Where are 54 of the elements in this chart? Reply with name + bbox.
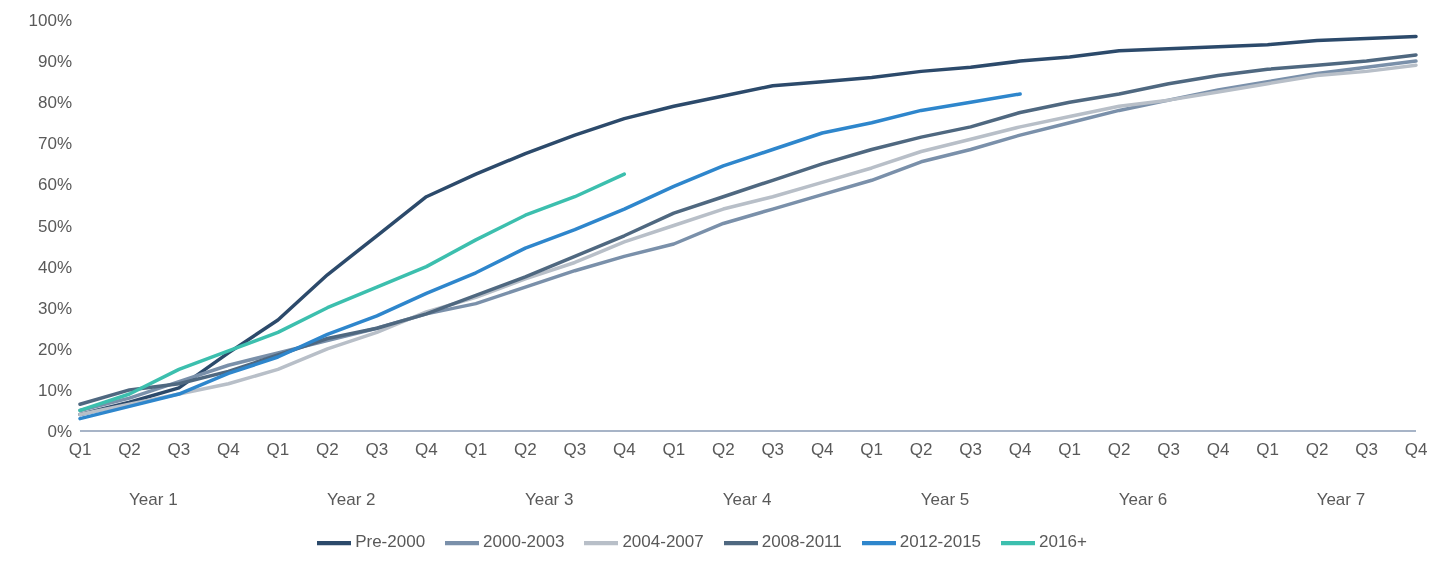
x-tick-label: Q4: [1404, 440, 1428, 459]
y-tick-label: 30%: [37, 298, 72, 318]
x-tick-label: Q3: [563, 440, 587, 459]
y-tick-label: 20%: [37, 339, 72, 359]
x-tick-label: Q2: [1107, 440, 1131, 459]
y-tick-label: 0%: [47, 422, 72, 442]
x-tick-label: Q2: [1305, 440, 1329, 459]
x-tick-label: Q3: [365, 440, 389, 459]
x-tick-label: Q3: [1157, 440, 1180, 459]
x-tick-label: Q1: [1256, 440, 1279, 459]
x-tick-label: Q2: [909, 440, 933, 459]
x-tick-label: Q4: [810, 440, 834, 459]
legend-label: 2000-2003: [483, 532, 565, 552]
text: Year 4: [722, 490, 772, 509]
y-tick-label: 60%: [37, 175, 72, 195]
legend-label: 2016+: [1039, 532, 1087, 552]
text: Year 5: [920, 490, 970, 509]
x-tick-label: Q4: [612, 440, 636, 459]
x-tick-label: Q4: [415, 440, 438, 459]
legend-label: 2004-2007: [622, 532, 704, 552]
y-tick-label: 80%: [37, 93, 72, 113]
x-tick-label: Q3: [1355, 440, 1378, 459]
x-tick-label: Q4: [217, 440, 240, 459]
legend-label: Pre-2000: [355, 532, 426, 552]
x-tick-label: Q4: [1008, 440, 1032, 459]
y-tick-label: 70%: [37, 134, 72, 154]
legend-label: 2008-2011: [761, 532, 842, 552]
y-tick-label: 100%: [28, 11, 72, 31]
x-tick-label: Q2: [316, 440, 339, 459]
x-tick-label: Q1: [464, 440, 488, 459]
y-tick-label: 10%: [37, 380, 72, 400]
line-series: [78, 92, 1022, 421]
x-tick-label: Q4: [1206, 440, 1230, 459]
text: Year 3: [524, 490, 574, 509]
y-tick-label: 40%: [37, 257, 72, 277]
legend-label: 2012-2015: [899, 532, 982, 552]
x-tick-label: Q1: [266, 440, 290, 459]
text: Year 7: [1316, 490, 1366, 509]
y-tick-label: 90%: [37, 52, 72, 72]
x-tick-label: Q2: [118, 440, 141, 459]
x-tick-label: Q1: [1058, 440, 1081, 459]
x-tick-label: Q1: [68, 440, 92, 459]
x-tick-label: Q2: [513, 440, 537, 459]
x-tick-label: Q3: [959, 440, 983, 459]
x-tick-label: Q1: [662, 440, 686, 459]
text: Year 6: [1118, 490, 1168, 509]
text: Year 2: [327, 490, 376, 509]
x-tick-label: Q3: [761, 440, 785, 459]
y-tick-label: 50%: [37, 216, 72, 236]
x-tick-label: Q1: [860, 440, 884, 459]
text: Year 1: [129, 490, 178, 509]
line-series: [78, 172, 627, 413]
x-tick-label: Q3: [167, 440, 191, 459]
x-tick-label: Q2: [711, 440, 735, 459]
